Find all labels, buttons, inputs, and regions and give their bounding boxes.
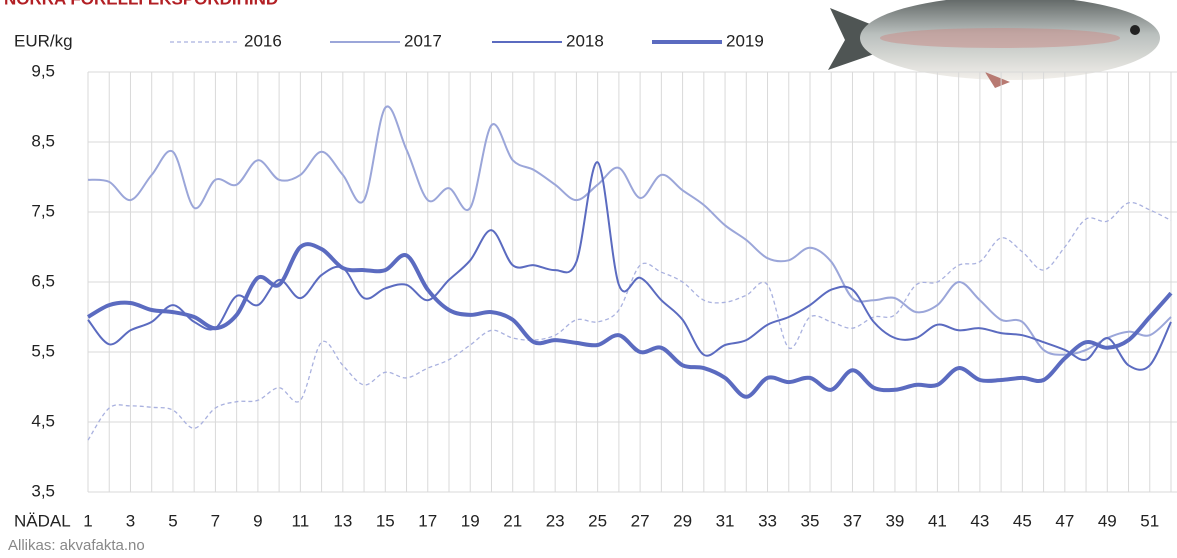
x-tick-label: 5 xyxy=(168,511,177,530)
series-line xyxy=(86,242,1173,399)
y-tick-label: 9,5 xyxy=(31,61,55,80)
chart-title: NORRA FORELLI EKSPORDIHIND xyxy=(4,0,278,8)
y-tick-label: 3,5 xyxy=(31,481,55,500)
x-tick-label: 39 xyxy=(885,511,904,530)
x-tick-label: 49 xyxy=(1098,511,1117,530)
x-tick-label: 21 xyxy=(503,511,522,530)
y-tick-label: 4,5 xyxy=(31,411,55,430)
x-tick-label: 45 xyxy=(1013,511,1032,530)
legend-label: 2016 xyxy=(244,31,282,50)
x-tick-label: 51 xyxy=(1140,511,1159,530)
x-tick-label: 27 xyxy=(631,511,650,530)
y-axis-label: EUR/kg xyxy=(14,31,73,50)
legend-label: 2019 xyxy=(726,31,764,50)
x-tick-label: 43 xyxy=(970,511,989,530)
x-tick-label: 15 xyxy=(376,511,395,530)
x-tick-label: 13 xyxy=(333,511,352,530)
y-tick-label: 6,5 xyxy=(31,271,55,290)
x-tick-label: 37 xyxy=(843,511,862,530)
x-tick-label: 41 xyxy=(928,511,947,530)
source: Allikas: akvafakta.no xyxy=(8,537,145,554)
x-tick-label: 3 xyxy=(126,511,135,530)
x-tick-label: 7 xyxy=(211,511,220,530)
y-tick-label: 5,5 xyxy=(31,341,55,360)
x-tick-label: 9 xyxy=(253,511,262,530)
x-axis-label: NÄDAL xyxy=(14,511,71,530)
y-tick-label: 8,5 xyxy=(31,131,55,150)
y-tick-label: 7,5 xyxy=(31,201,55,220)
x-tick-label: 47 xyxy=(1055,511,1074,530)
legend-label: 2017 xyxy=(404,31,442,50)
fish-illustration xyxy=(828,0,1160,88)
legend-label: 2018 xyxy=(566,31,604,50)
x-tick-label: 17 xyxy=(418,511,437,530)
x-tick-label: 1 xyxy=(83,511,92,530)
x-tick-label: 19 xyxy=(461,511,480,530)
series-line xyxy=(87,105,1172,356)
x-tick-label: 33 xyxy=(758,511,777,530)
x-tick-label: 25 xyxy=(588,511,607,530)
x-tick-label: 11 xyxy=(292,511,310,530)
x-tick-label: 35 xyxy=(801,511,820,530)
x-tick-label: 23 xyxy=(546,511,565,530)
x-tick-label: 29 xyxy=(673,511,692,530)
x-tick-label: 31 xyxy=(716,511,735,530)
series-line xyxy=(87,161,1172,371)
